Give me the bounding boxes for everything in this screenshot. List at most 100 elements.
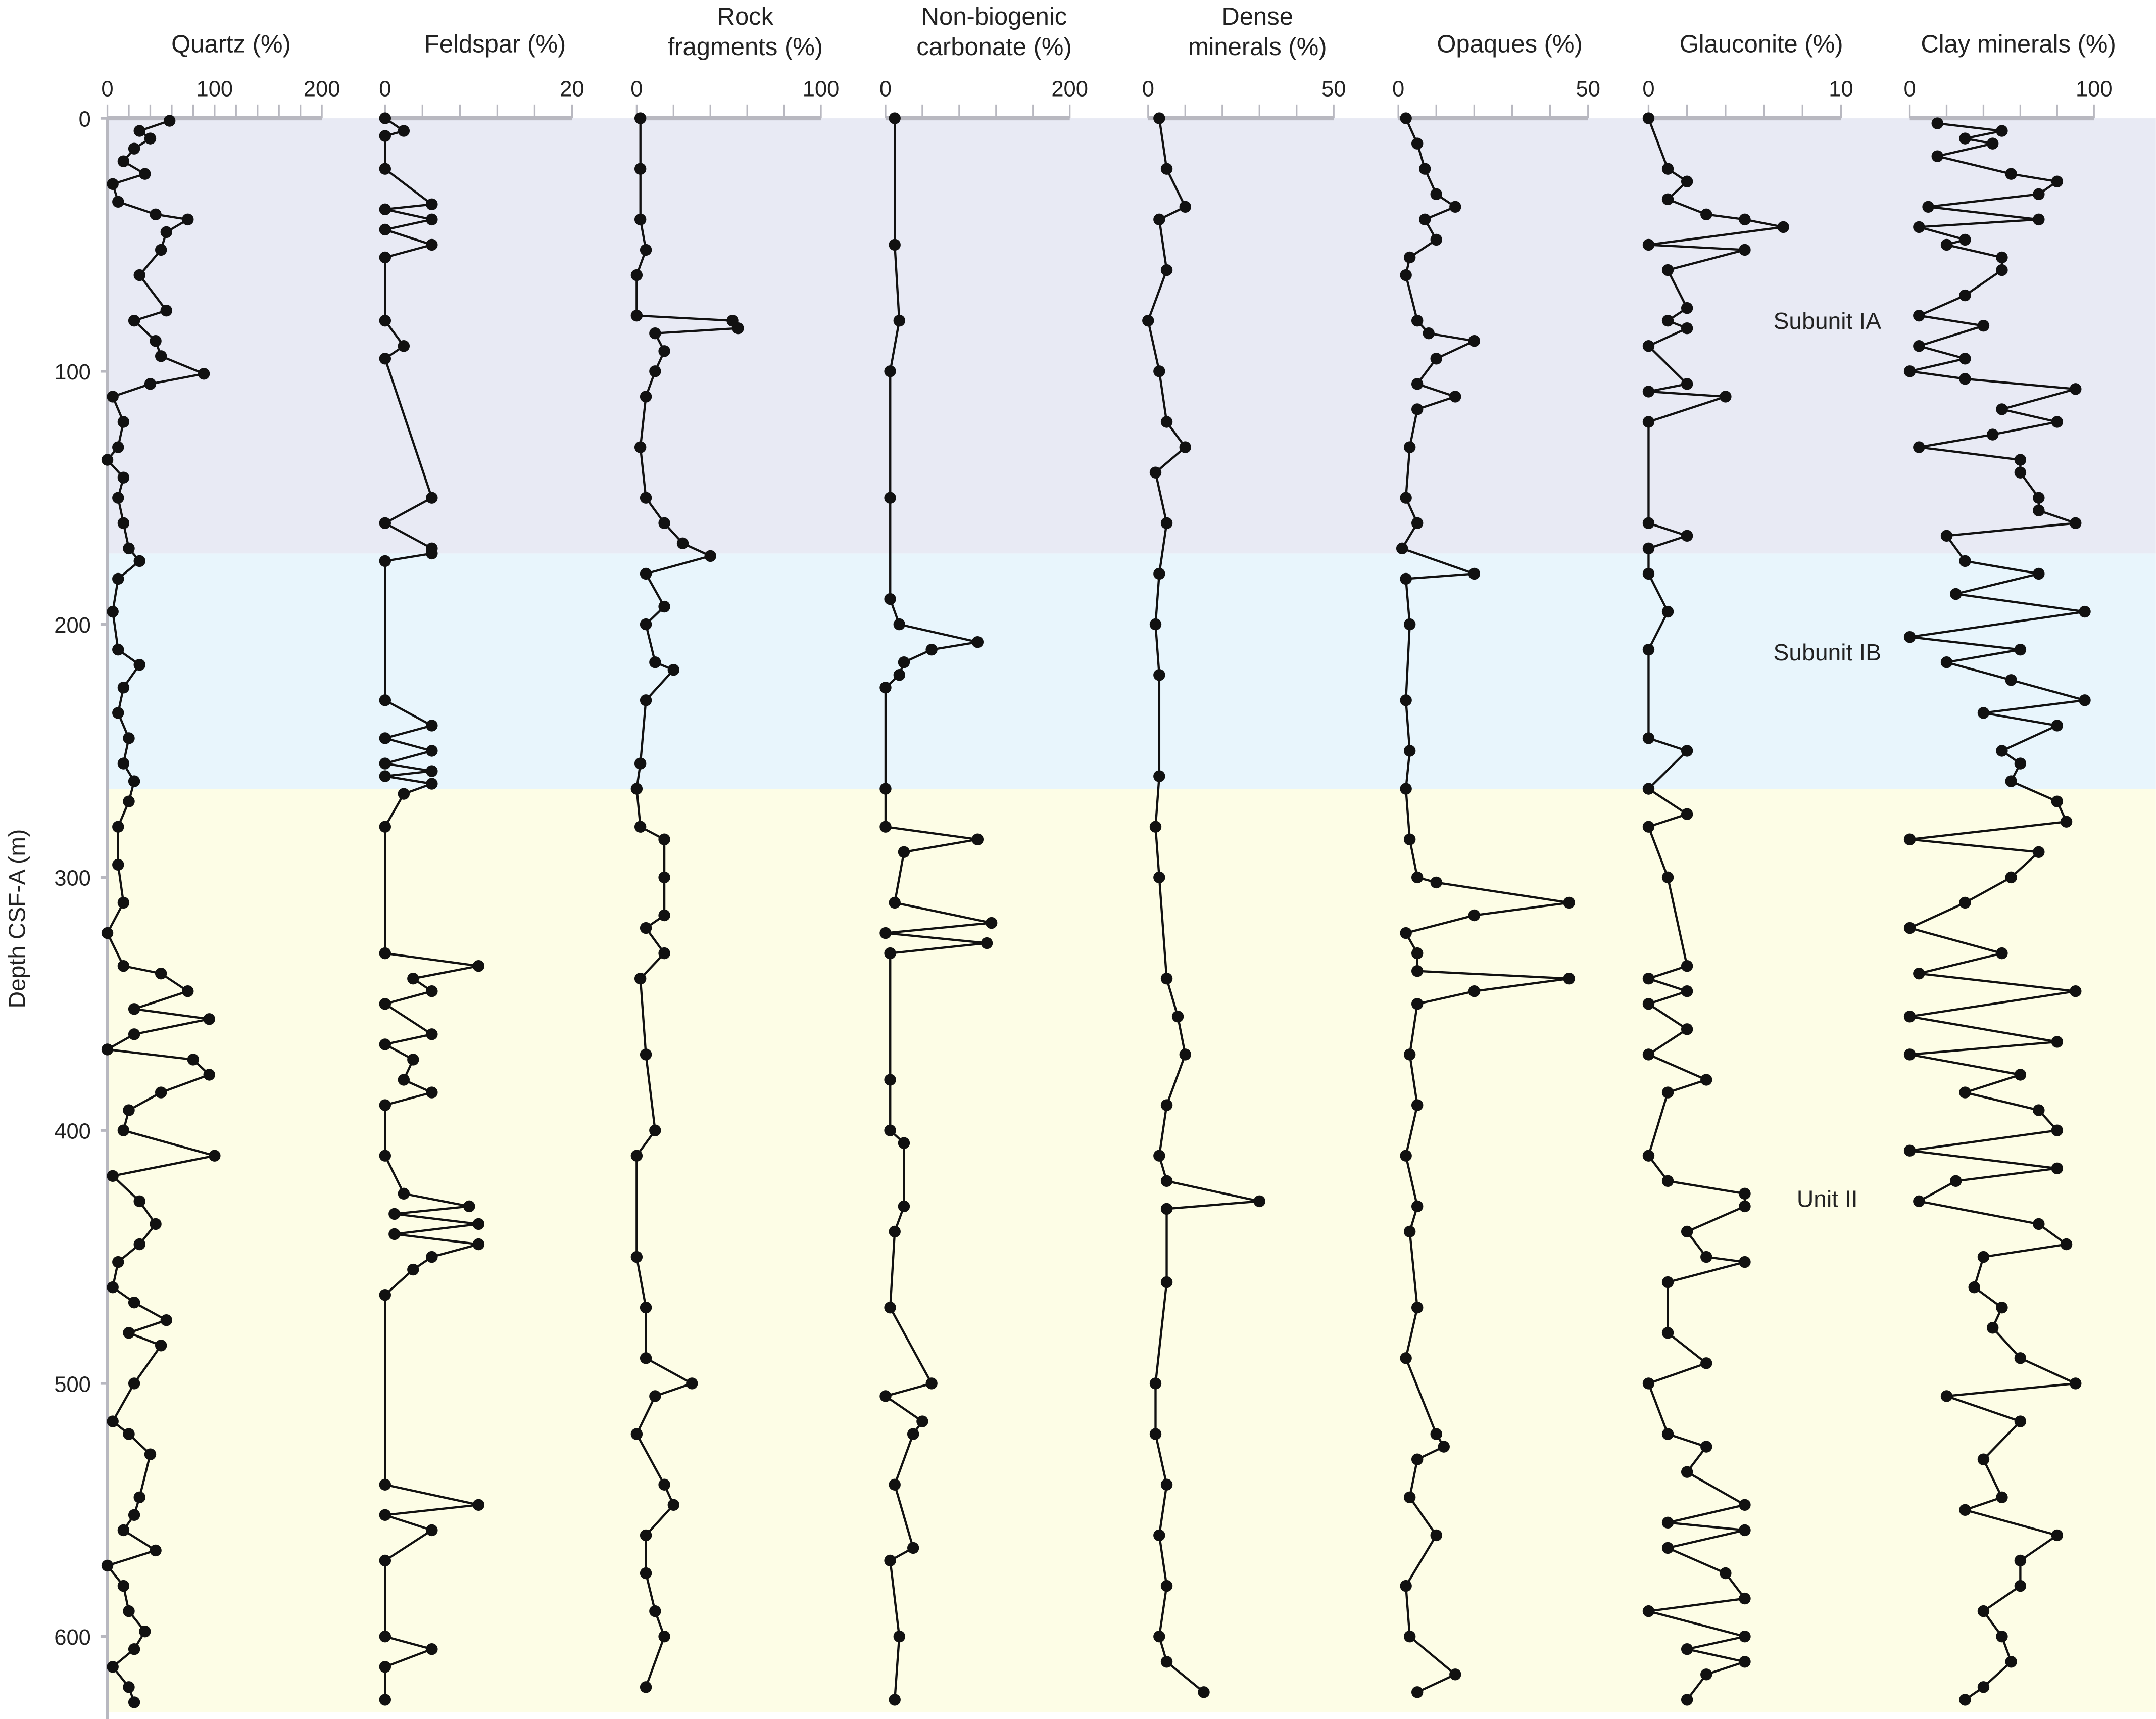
data-point <box>1411 137 1424 150</box>
data-point <box>1996 264 2008 276</box>
panel-title: Quartz (%) <box>171 30 291 58</box>
data-point <box>117 517 130 529</box>
data-point <box>1153 770 1165 782</box>
panel-glauconite-: Glauconite (%) 0 10 <box>1642 30 1853 1706</box>
data-point <box>1411 314 1424 327</box>
data-point <box>1996 947 2008 960</box>
data-point <box>1400 1150 1412 1162</box>
data-point <box>1931 117 1943 129</box>
x-tick-label: 10 <box>1829 77 1853 102</box>
data-point <box>1468 909 1481 922</box>
data-point <box>1403 1048 1416 1061</box>
data-point <box>1739 1256 1751 1268</box>
data-point <box>1661 605 1674 618</box>
data-point <box>634 163 647 175</box>
data-point <box>907 1542 919 1554</box>
panel-title: Opaques (%) <box>1437 30 1583 58</box>
data-point <box>658 345 670 357</box>
data-point <box>1661 264 1674 276</box>
data-point <box>1700 1251 1712 1263</box>
data-point <box>732 322 744 335</box>
data-point <box>1903 1048 1916 1061</box>
data-point <box>1160 1203 1173 1215</box>
data-point <box>658 1631 670 1643</box>
data-point <box>1430 1529 1442 1542</box>
data-point <box>1411 871 1424 884</box>
data-point <box>123 1428 135 1440</box>
data-point <box>889 1694 901 1706</box>
data-point <box>1661 314 1674 327</box>
data-point <box>379 998 391 1010</box>
data-point <box>107 391 119 403</box>
x-tick-label: 0 <box>879 77 892 102</box>
data-point <box>2051 720 2064 732</box>
data-point <box>1430 1428 1442 1440</box>
data-point <box>155 350 167 362</box>
data-point <box>634 821 647 833</box>
data-point <box>1739 1499 1751 1511</box>
data-point <box>1959 233 1971 246</box>
data-point <box>630 783 643 795</box>
data-point <box>1913 309 1925 322</box>
data-point <box>128 142 140 155</box>
data-point <box>1153 567 1165 580</box>
data-point <box>144 378 157 390</box>
data-point <box>893 618 906 631</box>
data-point <box>1198 1686 1210 1698</box>
data-point <box>379 757 391 770</box>
panel-title: Glauconite (%) <box>1680 30 1843 58</box>
data-point <box>117 416 130 428</box>
y-tick-label: 100 <box>54 360 91 385</box>
data-point <box>1959 555 1971 567</box>
data-point <box>658 871 670 884</box>
data-point <box>1400 572 1412 585</box>
data-point <box>879 1390 892 1402</box>
data-point <box>1959 289 1971 302</box>
data-point <box>1153 871 1165 884</box>
data-point <box>472 1499 485 1511</box>
data-point <box>667 1499 680 1511</box>
data-point <box>1160 1099 1173 1111</box>
data-point <box>1977 1605 1990 1617</box>
data-point <box>2005 871 2017 884</box>
data-point <box>1739 1524 1751 1537</box>
data-point <box>634 757 647 770</box>
data-point <box>472 960 485 972</box>
panel-title: Feldspar (%) <box>424 30 566 58</box>
data-point <box>139 1625 151 1638</box>
data-point <box>2014 466 2027 479</box>
data-point <box>1739 213 1751 226</box>
data-point <box>1403 251 1416 264</box>
data-point <box>925 643 938 656</box>
data-point <box>101 927 114 939</box>
data-point <box>107 1170 119 1182</box>
data-point <box>123 1327 135 1339</box>
data-point <box>889 238 901 251</box>
data-point <box>2014 454 2027 466</box>
data-point <box>2051 1036 2064 1048</box>
data-point <box>1411 1453 1424 1465</box>
data-point <box>1996 251 2008 264</box>
data-point <box>1411 1099 1424 1111</box>
data-point <box>658 909 670 922</box>
data-point <box>2033 846 2045 858</box>
data-point <box>898 846 910 858</box>
data-point <box>634 972 647 985</box>
series-line <box>1645 118 1784 1701</box>
data-point <box>1403 1631 1416 1643</box>
data-point <box>971 636 984 648</box>
unit-band <box>107 118 2156 554</box>
data-point <box>1149 1428 1162 1440</box>
data-point <box>182 985 194 997</box>
data-point <box>658 600 670 613</box>
data-point <box>1642 643 1655 656</box>
data-point <box>649 1605 661 1617</box>
data-point <box>1642 972 1655 985</box>
data-point <box>426 492 438 504</box>
data-point <box>1149 821 1162 833</box>
data-point <box>123 1104 135 1116</box>
data-point <box>2051 175 2064 187</box>
data-point <box>155 1340 167 1352</box>
